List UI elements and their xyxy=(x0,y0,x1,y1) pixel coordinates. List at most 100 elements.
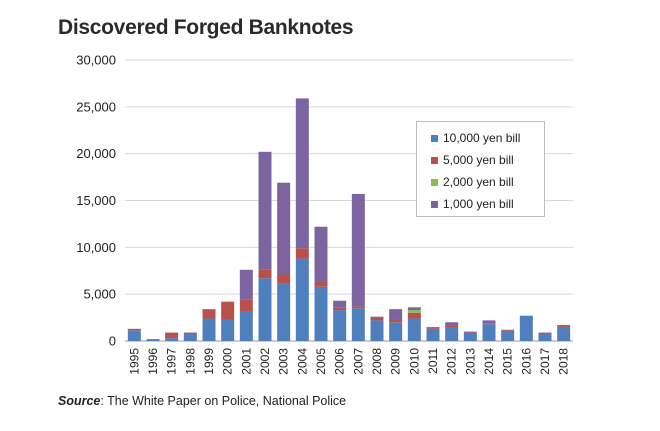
bar-segment-10-000-yen-bill-2016 xyxy=(519,315,533,341)
x-tick-label: 2010 xyxy=(407,348,421,375)
legend: 10,000 yen bill 5,000 yen bill 2,000 yen b… xyxy=(416,121,545,217)
bar-segment-10-000-yen-bill-2004 xyxy=(295,258,309,341)
x-tick-label: 2012 xyxy=(445,348,459,375)
bar-segment-1-000-yen-bill-2005 xyxy=(314,226,328,282)
bar-segment-5-000-yen-bill-2003 xyxy=(277,274,291,284)
x-tick-label: 1995 xyxy=(127,348,141,375)
bar-segment-10-000-yen-bill-2017 xyxy=(538,333,552,341)
bar-segment-5-000-yen-bill-2000 xyxy=(221,301,235,320)
bar-segment-1-000-yen-bill-2014 xyxy=(482,320,496,324)
bar-segment-5-000-yen-bill-2008 xyxy=(370,317,384,321)
bar-segment-10-000-yen-bill-1999 xyxy=(202,318,216,341)
legend-label: 1,000 yen bill xyxy=(443,197,514,211)
x-tick-label: 2002 xyxy=(258,348,272,375)
x-tick-label: 2018 xyxy=(557,348,571,375)
bar-segment-10-000-yen-bill-2011 xyxy=(426,328,440,341)
x-tick-label: 1999 xyxy=(202,348,216,375)
bar-segment-5-000-yen-bill-1998 xyxy=(183,332,197,334)
bar-segment-1-000-yen-bill-1995 xyxy=(127,328,141,331)
x-tick-label: 2017 xyxy=(538,348,552,375)
bar-segment-5-000-yen-bill-2015 xyxy=(501,329,515,331)
legend-swatch xyxy=(431,178,438,186)
chart-title: Discovered Forged Banknotes xyxy=(58,16,354,39)
bar-segment-1-000-yen-bill-2004 xyxy=(295,98,309,249)
y-tick-label: 0 xyxy=(109,334,116,349)
bar-segment-1-000-yen-bill-2009 xyxy=(389,309,403,320)
bar-segment-5-000-yen-bill-1995 xyxy=(127,330,141,332)
x-tick-label: 2001 xyxy=(239,348,253,375)
bar-segment-5-000-yen-bill-1999 xyxy=(202,309,216,319)
bar-segment-5-000-yen-bill-2011 xyxy=(426,327,440,329)
bar-segment-5-000-yen-bill-2002 xyxy=(258,269,272,279)
bar-segment-10-000-yen-bill-2010 xyxy=(407,318,421,341)
bar-segment-1-000-yen-bill-2003 xyxy=(277,182,291,275)
y-axis: 0 5,000 10,000 15,000 20,000 25,000 30,000 xyxy=(76,53,116,349)
x-tick-label: 2003 xyxy=(277,348,291,375)
source-note: Source: The White Paper on Police, Natio… xyxy=(58,394,346,408)
bar-segment-10-000-yen-bill-1998 xyxy=(183,333,197,341)
bar-segment-5-000-yen-bill-2013 xyxy=(463,331,477,333)
bar-segment-5-000-yen-bill-2010 xyxy=(407,312,421,319)
bar-segment-10-000-yen-bill-2002 xyxy=(258,278,272,341)
y-tick-label: 15,000 xyxy=(76,193,116,208)
bar-segment-1-000-yen-bill-2002 xyxy=(258,151,272,270)
x-tick-label: 2011 xyxy=(426,348,440,374)
y-tick-label: 5,000 xyxy=(83,287,116,302)
legend-item: 10,000 yen bill xyxy=(431,127,544,149)
y-tick-label: 10,000 xyxy=(76,240,116,255)
x-tick-label: 2006 xyxy=(333,348,347,375)
y-tick-label: 25,000 xyxy=(76,99,116,114)
bar-segment-10-000-yen-bill-2001 xyxy=(239,311,253,341)
x-tick-label: 2000 xyxy=(221,348,235,375)
bar-segment-5-000-yen-bill-1997 xyxy=(165,332,179,339)
legend-swatch xyxy=(431,200,438,208)
bar-segment-5-000-yen-bill-2001 xyxy=(239,299,253,312)
bar-segment-5-000-yen-bill-2012 xyxy=(445,325,459,328)
bar-segment-5-000-yen-bill-2017 xyxy=(538,332,552,334)
bar-segment-2-000-yen-bill-2010 xyxy=(407,310,421,313)
legend-swatch xyxy=(431,156,438,164)
bar-segment-1-000-yen-bill-2012 xyxy=(445,322,459,326)
x-tick-label: 2005 xyxy=(314,348,328,375)
x-tick-label: 1996 xyxy=(146,348,160,375)
bar-segment-1-000-yen-bill-2011 xyxy=(426,326,440,328)
x-tick-label: 2014 xyxy=(482,348,496,375)
bar-segment-10-000-yen-bill-2007 xyxy=(351,308,365,341)
bar-segment-5-000-yen-bill-2007 xyxy=(351,306,365,309)
bar-segment-5-000-yen-bill-2018 xyxy=(557,326,571,327)
bar-segment-1-000-yen-bill-2008 xyxy=(370,316,384,318)
bar-segment-5-000-yen-bill-2004 xyxy=(295,248,309,259)
x-tick-label: 2015 xyxy=(501,348,515,375)
bar-segment-10-000-yen-bill-1996 xyxy=(146,339,160,341)
bar-segment-5-000-yen-bill-2006 xyxy=(333,307,347,311)
bar-segment-10-000-yen-bill-2015 xyxy=(501,330,515,341)
bar-segment-5-000-yen-bill-2009 xyxy=(389,319,403,323)
bar-segment-10-000-yen-bill-2009 xyxy=(389,322,403,341)
bar-segment-10-000-yen-bill-2000 xyxy=(221,319,235,341)
x-tick-label: 2013 xyxy=(463,348,477,375)
bar-segment-10-000-yen-bill-2014 xyxy=(482,324,496,341)
bar-segment-1-000-yen-bill-2018 xyxy=(557,325,571,327)
x-tick-label: 2009 xyxy=(389,348,403,375)
y-tick-label: 20,000 xyxy=(76,146,116,161)
bar-segment-10-000-yen-bill-2013 xyxy=(463,332,477,341)
bar-segment-5-000-yen-bill-2005 xyxy=(314,281,328,287)
source-text: : The White Paper on Police, National Po… xyxy=(100,394,347,408)
legend-label: 2,000 yen bill xyxy=(443,175,514,189)
legend-item: 1,000 yen bill xyxy=(431,193,544,215)
x-tick-label: 2016 xyxy=(519,348,533,375)
x-tick-label: 1997 xyxy=(165,348,179,375)
bar-segment-10-000-yen-bill-2012 xyxy=(445,327,459,341)
x-tick-label: 2004 xyxy=(295,348,309,375)
bar-segment-10-000-yen-bill-2005 xyxy=(314,286,328,341)
bar-segment-10-000-yen-bill-1997 xyxy=(165,338,179,341)
legend-item: 5,000 yen bill xyxy=(431,149,544,171)
bar-segment-10-000-yen-bill-1995 xyxy=(127,331,141,341)
legend-item: 2,000 yen bill xyxy=(431,171,544,193)
legend-label: 10,000 yen bill xyxy=(443,131,521,145)
y-tick-label: 30,000 xyxy=(76,53,116,68)
bar-segment-10-000-yen-bill-2018 xyxy=(557,326,571,341)
x-tick-label: 2007 xyxy=(351,348,365,375)
bars xyxy=(127,98,571,341)
